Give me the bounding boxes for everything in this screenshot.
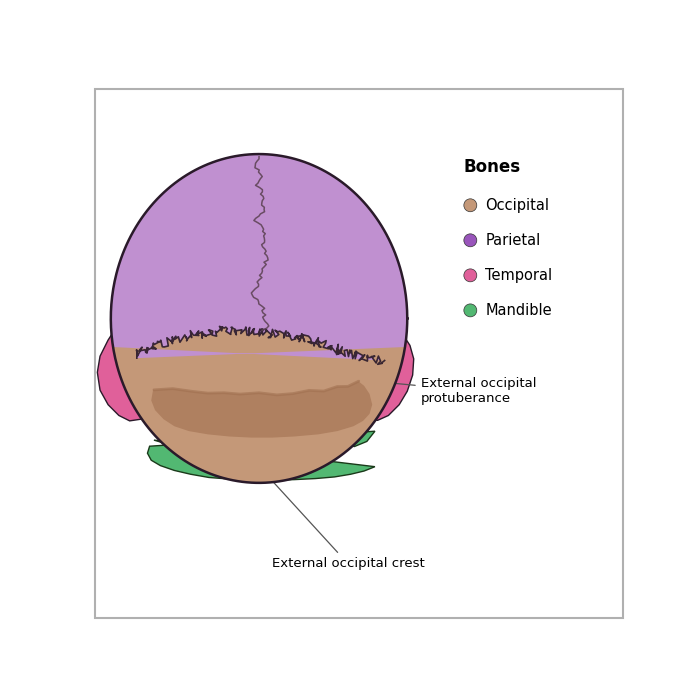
Text: External occipital
protuberance: External occipital protuberance	[337, 377, 536, 405]
Text: Bones: Bones	[464, 158, 521, 176]
Circle shape	[464, 304, 477, 317]
Text: External occipital crest: External occipital crest	[264, 471, 424, 570]
Polygon shape	[354, 329, 414, 420]
Text: Mandible: Mandible	[485, 303, 552, 318]
Text: Parietal: Parietal	[485, 233, 540, 248]
Polygon shape	[148, 431, 375, 480]
Polygon shape	[151, 381, 372, 438]
Text: Occipital: Occipital	[485, 198, 550, 213]
Circle shape	[464, 269, 477, 282]
Circle shape	[464, 234, 477, 247]
Polygon shape	[113, 326, 405, 483]
Polygon shape	[97, 329, 162, 421]
Polygon shape	[111, 154, 407, 364]
Text: Temporal: Temporal	[485, 268, 552, 283]
Circle shape	[464, 199, 477, 211]
